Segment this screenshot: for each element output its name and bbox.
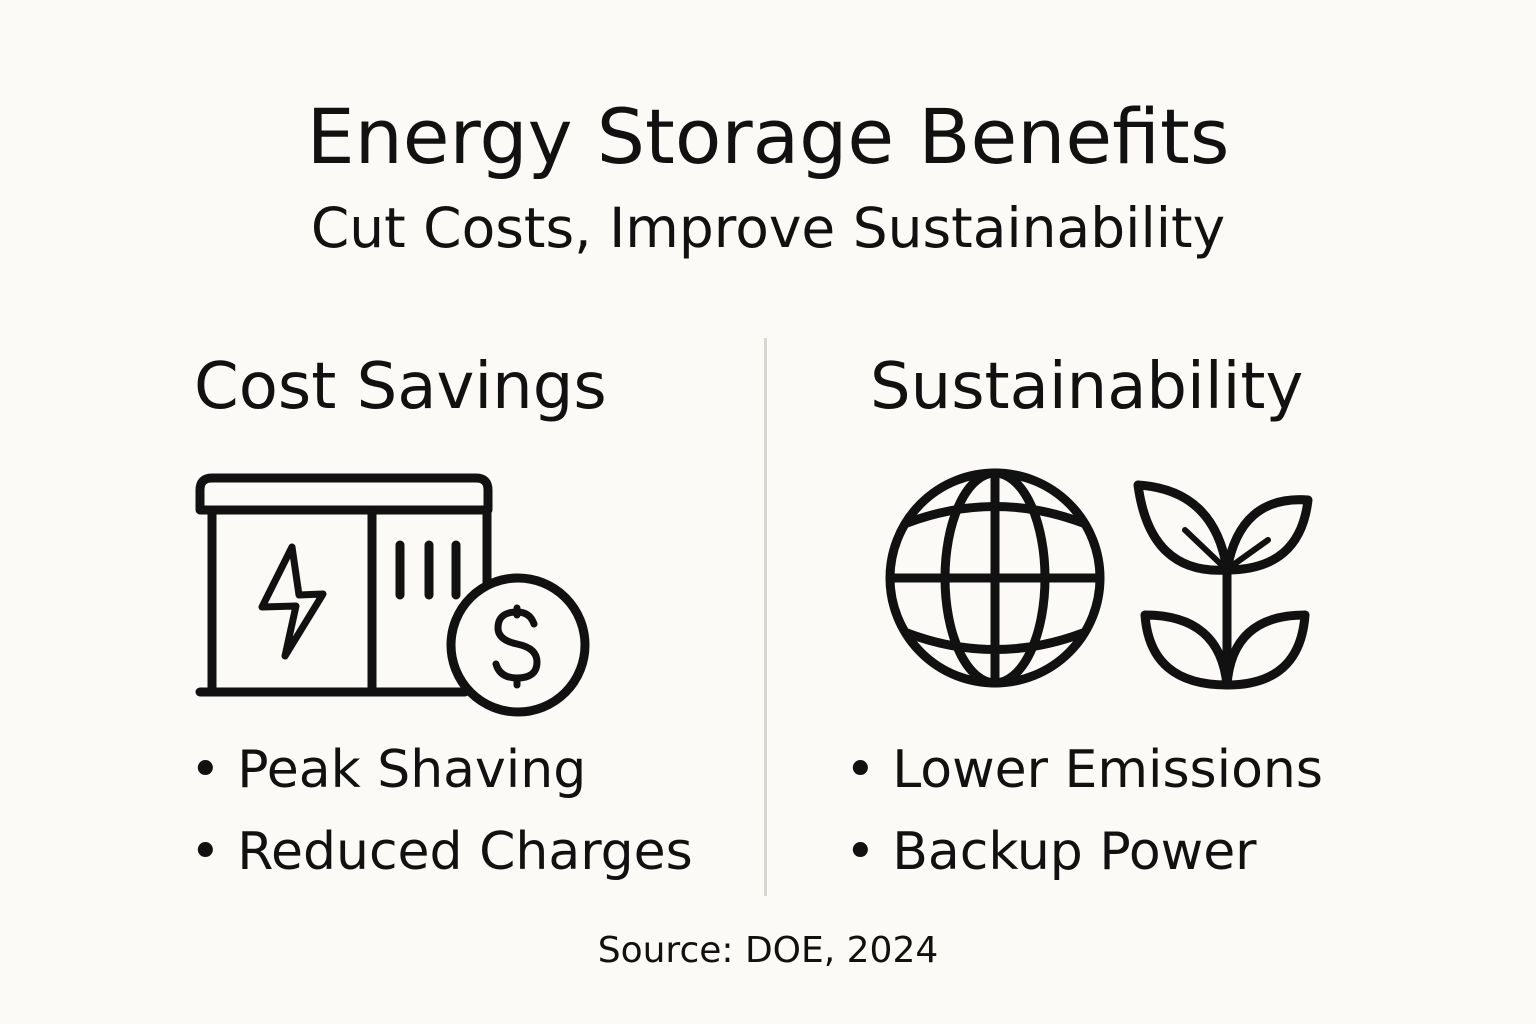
sustainability-heading: Sustainability (870, 350, 1304, 424)
page-subtitle: Cut Costs, Improve Sustainability (310, 196, 1226, 260)
column-divider (764, 338, 767, 896)
bullet-text: Backup Power (892, 822, 1257, 882)
dollar-coin-icon (446, 573, 590, 717)
globe-icon (885, 468, 1105, 688)
source-note: Source: DOE, 2024 (597, 930, 939, 971)
bullet-text: Peak Shaving (237, 740, 587, 800)
list-item: • Reduced Charges (190, 822, 693, 882)
battery-storage-icon (195, 473, 493, 697)
list-item: • Peak Shaving (190, 740, 587, 800)
page-title: Energy Storage Benefits (306, 92, 1230, 181)
plant-sprout-icon (1133, 480, 1313, 690)
list-item: • Backup Power (845, 822, 1257, 882)
bullet-text: Lower Emissions (892, 740, 1323, 800)
bullet-text: Reduced Charges (237, 822, 693, 882)
lightning-bolt-icon (258, 543, 327, 660)
list-item: • Lower Emissions (845, 740, 1323, 800)
cost-savings-heading: Cost Savings (194, 350, 607, 424)
